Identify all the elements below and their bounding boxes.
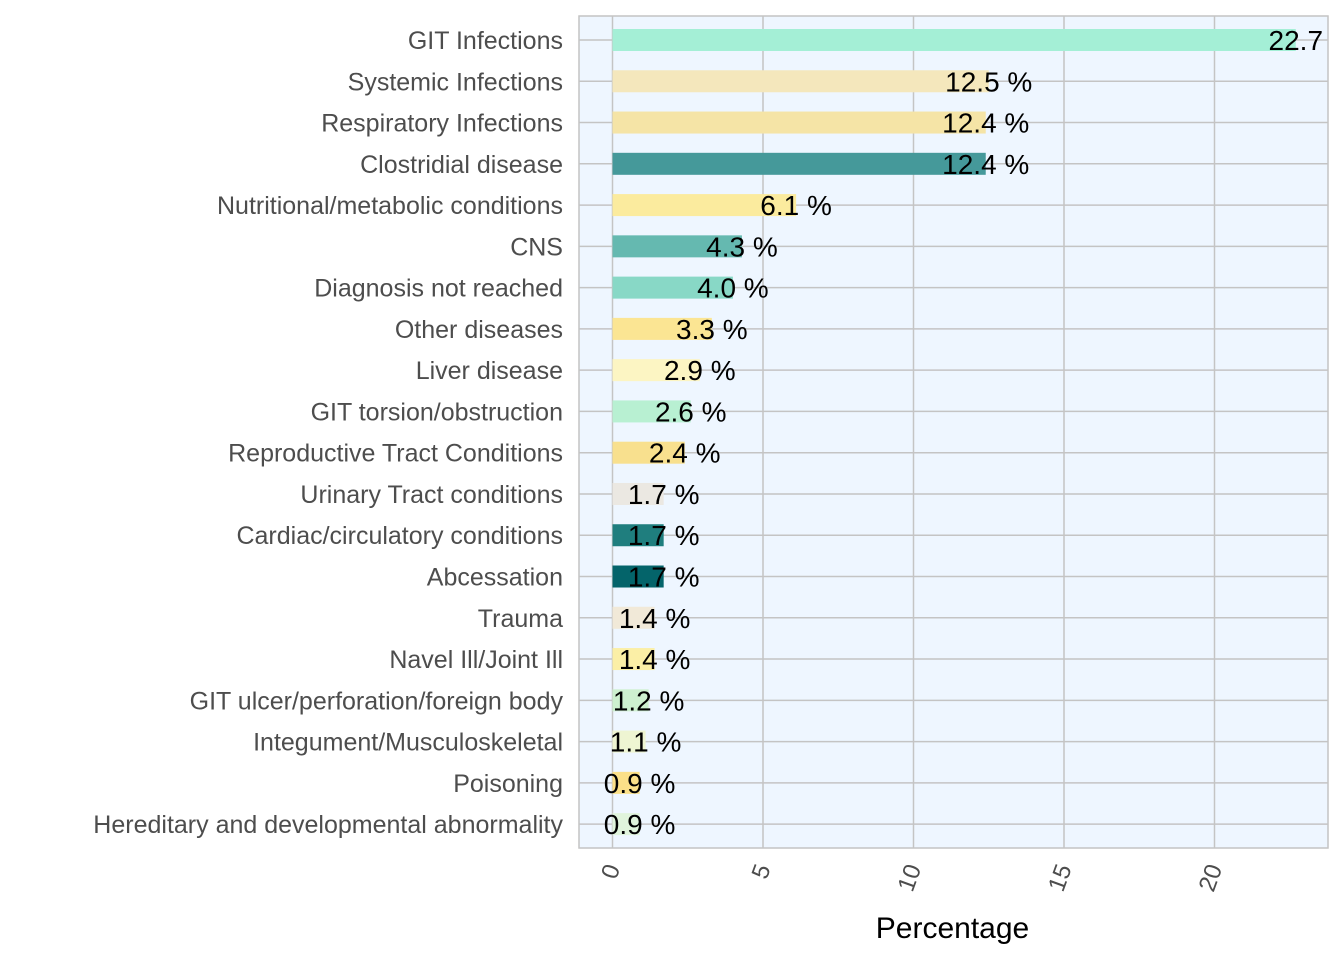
category-label: GIT Infections <box>408 27 563 55</box>
category-label: Diagnosis not reached <box>314 275 563 303</box>
x-tick-label: 0 <box>596 861 626 883</box>
category-label: Cardiac/circulatory conditions <box>236 522 563 550</box>
category-label: Poisoning <box>453 770 563 798</box>
value-label: 2.4 % <box>649 438 721 469</box>
category-label: Reproductive Tract Conditions <box>228 440 563 468</box>
bar <box>612 565 664 588</box>
category-label: Integument/Musculoskeletal <box>253 729 563 757</box>
bar <box>612 400 691 423</box>
category-label: Abcessation <box>427 564 563 592</box>
x-tick-label: 15 <box>1043 861 1078 895</box>
bar <box>612 276 733 299</box>
bar <box>612 152 986 175</box>
x-tick-label: 5 <box>747 861 777 883</box>
bar <box>612 359 700 382</box>
x-tick-label: 10 <box>893 861 928 895</box>
x-axis-title: Percentage <box>876 912 1029 945</box>
bar <box>612 482 664 505</box>
category-label: CNS <box>510 233 563 261</box>
category-label: Liver disease <box>416 357 563 385</box>
bar <box>612 194 797 217</box>
category-label: Hereditary and developmental abnormality <box>93 811 563 839</box>
bar <box>612 648 655 671</box>
plot-panel <box>579 16 1328 848</box>
x-tick-label: 20 <box>1194 861 1229 895</box>
bar <box>612 524 664 547</box>
value-label: 12.4 % <box>942 149 1029 180</box>
category-label: Systemic Infections <box>348 68 563 96</box>
value-label: 0.9 % <box>604 809 676 840</box>
value-labels: 22.7 12.5 % 12.4 % 12.4 % 6.1 % 4.3 % 4.0 % 3.3… <box>604 25 1323 840</box>
bar <box>612 70 989 93</box>
category-label: Nutritional/metabolic conditions <box>217 192 563 220</box>
value-label: 3.3 % <box>676 314 748 345</box>
bar <box>612 317 712 340</box>
bar <box>612 771 640 794</box>
x-tick-labels: 0 5 10 15 20 <box>596 861 1228 895</box>
value-label: 1.7 % <box>628 479 700 510</box>
category-label: Navel Ill/Joint Ill <box>389 646 563 674</box>
value-label: 2.9 % <box>664 355 736 386</box>
value-label: 4.0 % <box>697 273 769 304</box>
value-label: 22.7 <box>1269 25 1324 56</box>
value-label: 4.3 % <box>706 231 778 262</box>
category-label: Other diseases <box>395 316 563 344</box>
category-label: Trauma <box>478 605 563 633</box>
value-label: 1.4 % <box>619 603 691 634</box>
value-label: 1.7 % <box>628 520 700 551</box>
value-label: 1.2 % <box>613 685 685 716</box>
bar <box>612 29 1296 51</box>
category-label: GIT torsion/obstruction <box>311 398 563 426</box>
bar <box>612 111 986 134</box>
value-label: 1.7 % <box>628 562 700 593</box>
category-label: Clostridial disease <box>360 151 563 179</box>
plot-border <box>578 15 1329 849</box>
bar <box>612 689 649 712</box>
bar <box>612 441 685 464</box>
category-label: Respiratory Infections <box>321 110 563 138</box>
category-label: GIT ulcer/perforation/foreign body <box>190 687 564 715</box>
bars <box>612 29 1296 836</box>
value-label: 1.1 % <box>610 727 682 758</box>
value-label: 12.5 % <box>945 66 1032 97</box>
bar <box>612 606 655 629</box>
category-label: Urinary Tract conditions <box>300 481 563 509</box>
bar <box>612 813 640 836</box>
value-label: 12.4 % <box>942 108 1029 139</box>
category-labels: GIT Infections Systemic Infections Respira… <box>93 27 563 839</box>
value-label: 1.4 % <box>619 644 691 675</box>
value-label: 6.1 % <box>760 190 832 221</box>
bar <box>612 235 742 258</box>
bar <box>612 730 646 753</box>
value-label: 2.6 % <box>655 396 727 427</box>
value-label: 0.9 % <box>604 768 676 799</box>
